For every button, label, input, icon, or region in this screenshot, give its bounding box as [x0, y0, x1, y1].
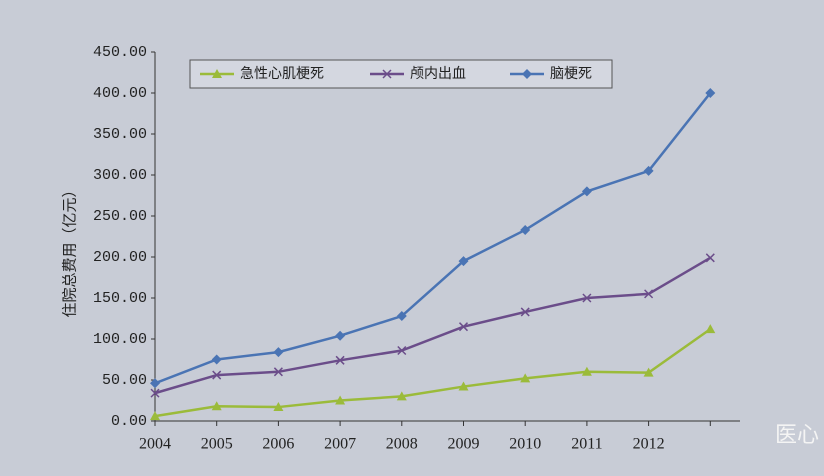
line [154, 92, 712, 385]
legend-marker [382, 69, 392, 79]
point [520, 373, 531, 383]
y-tick-label: 350.00 [93, 126, 147, 143]
point [520, 224, 531, 235]
x-tick-label: 2012 [633, 436, 665, 453]
y-tick-label: 50.00 [102, 372, 147, 389]
y-tick-label: 250.00 [93, 208, 147, 225]
point [335, 330, 346, 341]
point [397, 345, 407, 356]
y-tick-label: 100.00 [93, 331, 147, 348]
point [273, 347, 284, 358]
point [335, 395, 346, 405]
legend-label: 脑梗死 [550, 66, 592, 82]
point [643, 367, 654, 377]
x-tick-label: 2010 [509, 436, 541, 453]
point [211, 354, 222, 365]
point [458, 381, 469, 391]
y-tick-label: 400.00 [93, 85, 147, 102]
point [705, 253, 715, 263]
y-tick-label: 200.00 [93, 249, 147, 266]
y-tick-label: 450.00 [93, 44, 147, 61]
y-tick-label: 300.00 [93, 167, 147, 184]
point [705, 324, 716, 334]
point [458, 322, 469, 332]
legend-marker [522, 69, 532, 79]
x-tick-label: 2006 [262, 436, 294, 453]
point [150, 411, 160, 421]
legend-label: 急性心肌梗死 [240, 66, 324, 82]
point [273, 367, 283, 377]
x-tick-label: 2004 [139, 436, 171, 453]
x-tick-label: 2011 [571, 436, 602, 453]
point [211, 401, 222, 411]
point [150, 378, 160, 389]
point [520, 307, 530, 317]
y-tick-label: 150.00 [93, 290, 147, 307]
point [212, 370, 222, 380]
point [273, 402, 284, 412]
legend-label: 颅内出血 [410, 66, 466, 82]
point [643, 165, 654, 176]
point [458, 256, 469, 267]
point [644, 289, 654, 299]
line [154, 256, 711, 395]
point [581, 366, 592, 376]
x-tick-label: 2008 [386, 436, 418, 453]
point [396, 311, 407, 322]
point [396, 391, 407, 401]
legend-marker [212, 69, 222, 78]
point [581, 186, 592, 197]
x-tick-label: 2007 [324, 436, 356, 453]
x-tick-label: 2005 [201, 436, 233, 453]
watermark: 医心 [775, 423, 819, 448]
y-tick-label: 0.00 [111, 413, 147, 430]
point [150, 388, 160, 398]
point [582, 293, 592, 303]
point [705, 88, 716, 98]
line [154, 328, 712, 418]
x-tick-label: 2009 [448, 436, 480, 453]
y-axis-label: 住院总费用（亿元） [61, 182, 79, 317]
point [335, 355, 345, 365]
